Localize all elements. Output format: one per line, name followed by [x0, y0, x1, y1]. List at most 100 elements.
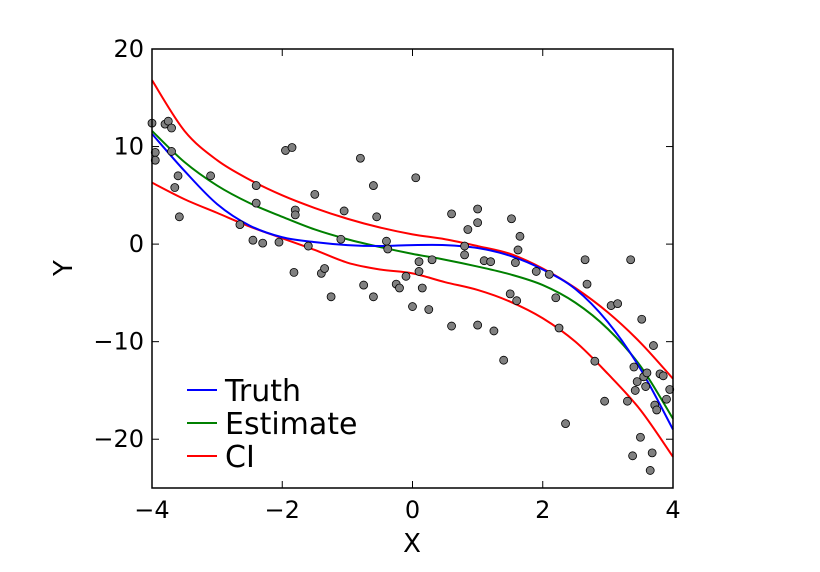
y-tick-label: 10 [113, 133, 144, 161]
data-point [561, 419, 570, 429]
legend-label-estimate: Estimate [225, 407, 358, 442]
data-point [395, 283, 404, 293]
data-point [623, 396, 632, 406]
data-point [447, 321, 456, 331]
data-point [505, 289, 515, 299]
data-point [258, 238, 268, 248]
data-point [372, 212, 382, 222]
data-point [630, 386, 640, 395]
data-point [310, 189, 320, 199]
data-point [167, 123, 176, 133]
data-point [512, 296, 522, 306]
data-point [531, 267, 541, 276]
data-point [489, 326, 499, 336]
data-point [408, 302, 417, 311]
data-point [460, 241, 470, 251]
data-point [582, 279, 592, 289]
data-point [411, 173, 421, 183]
data-point [274, 237, 284, 247]
data-point [544, 269, 554, 279]
data-point [473, 218, 483, 228]
data-point [460, 250, 470, 260]
y-tick-label: 0 [129, 230, 144, 258]
data-point [636, 432, 645, 442]
x-tick-label: 2 [535, 496, 550, 524]
x-tick-label: 4 [665, 496, 680, 524]
data-point [383, 244, 393, 254]
data-point [507, 214, 516, 224]
data-point [336, 234, 346, 244]
data-point [473, 320, 483, 330]
data-point [590, 356, 600, 366]
data-point [290, 210, 300, 220]
data-point [235, 220, 245, 230]
data-point [513, 245, 523, 255]
y-tick-label: −20 [93, 425, 144, 453]
data-point [401, 271, 411, 281]
data-point [628, 451, 638, 461]
data-point [629, 362, 639, 372]
data-point [320, 264, 329, 273]
x-tick-label: −4 [134, 496, 169, 524]
data-point [359, 280, 369, 290]
data-point [642, 368, 652, 378]
data-point [511, 258, 520, 268]
data-point [473, 204, 483, 214]
data-point [174, 212, 184, 222]
data-point [167, 147, 176, 156]
data-point [326, 292, 336, 302]
data-point [600, 396, 610, 406]
data-point [499, 355, 509, 365]
data-point [427, 255, 437, 265]
data-point [206, 171, 216, 181]
x-tick-label: −2 [265, 496, 300, 524]
data-point [637, 314, 647, 324]
scatter-points [147, 116, 675, 475]
y-axis-label: Y [49, 260, 79, 277]
data-point [613, 299, 623, 309]
data-point [173, 171, 183, 181]
x-tick-label: 0 [405, 496, 420, 524]
data-point [369, 181, 378, 190]
data-point [647, 448, 657, 458]
data-point [652, 405, 662, 415]
data-point [649, 341, 658, 350]
data-point [251, 198, 261, 208]
data-point [382, 236, 391, 246]
data-point [287, 143, 297, 152]
series-line-ci-upper [151, 79, 674, 380]
y-tick-label: −10 [93, 328, 144, 356]
legend-label-ci: CI [225, 440, 255, 475]
data-point [662, 394, 671, 404]
data-point [303, 241, 313, 251]
data-point [170, 183, 180, 192]
data-point [355, 153, 365, 163]
data-point [414, 267, 424, 276]
data-point [580, 255, 590, 265]
data-point [554, 323, 564, 333]
x-axis-label: X [403, 529, 421, 559]
data-point [632, 377, 642, 387]
data-point [463, 225, 473, 234]
data-point [515, 231, 525, 241]
data-point [424, 305, 434, 314]
data-point [645, 466, 655, 475]
data-point [251, 181, 261, 190]
data-point [658, 371, 668, 381]
series-line-estimate [151, 130, 674, 420]
legend-label-truth: Truth [224, 374, 301, 409]
data-point [626, 255, 636, 265]
data-point [369, 292, 378, 302]
data-point [551, 293, 561, 303]
data-point [414, 257, 424, 267]
data-point [447, 209, 456, 219]
data-point [486, 257, 496, 267]
data-point [248, 235, 258, 245]
data-point [339, 206, 349, 216]
data-point [289, 267, 299, 277]
y-tick-label: 20 [113, 35, 144, 63]
data-point [417, 283, 427, 293]
